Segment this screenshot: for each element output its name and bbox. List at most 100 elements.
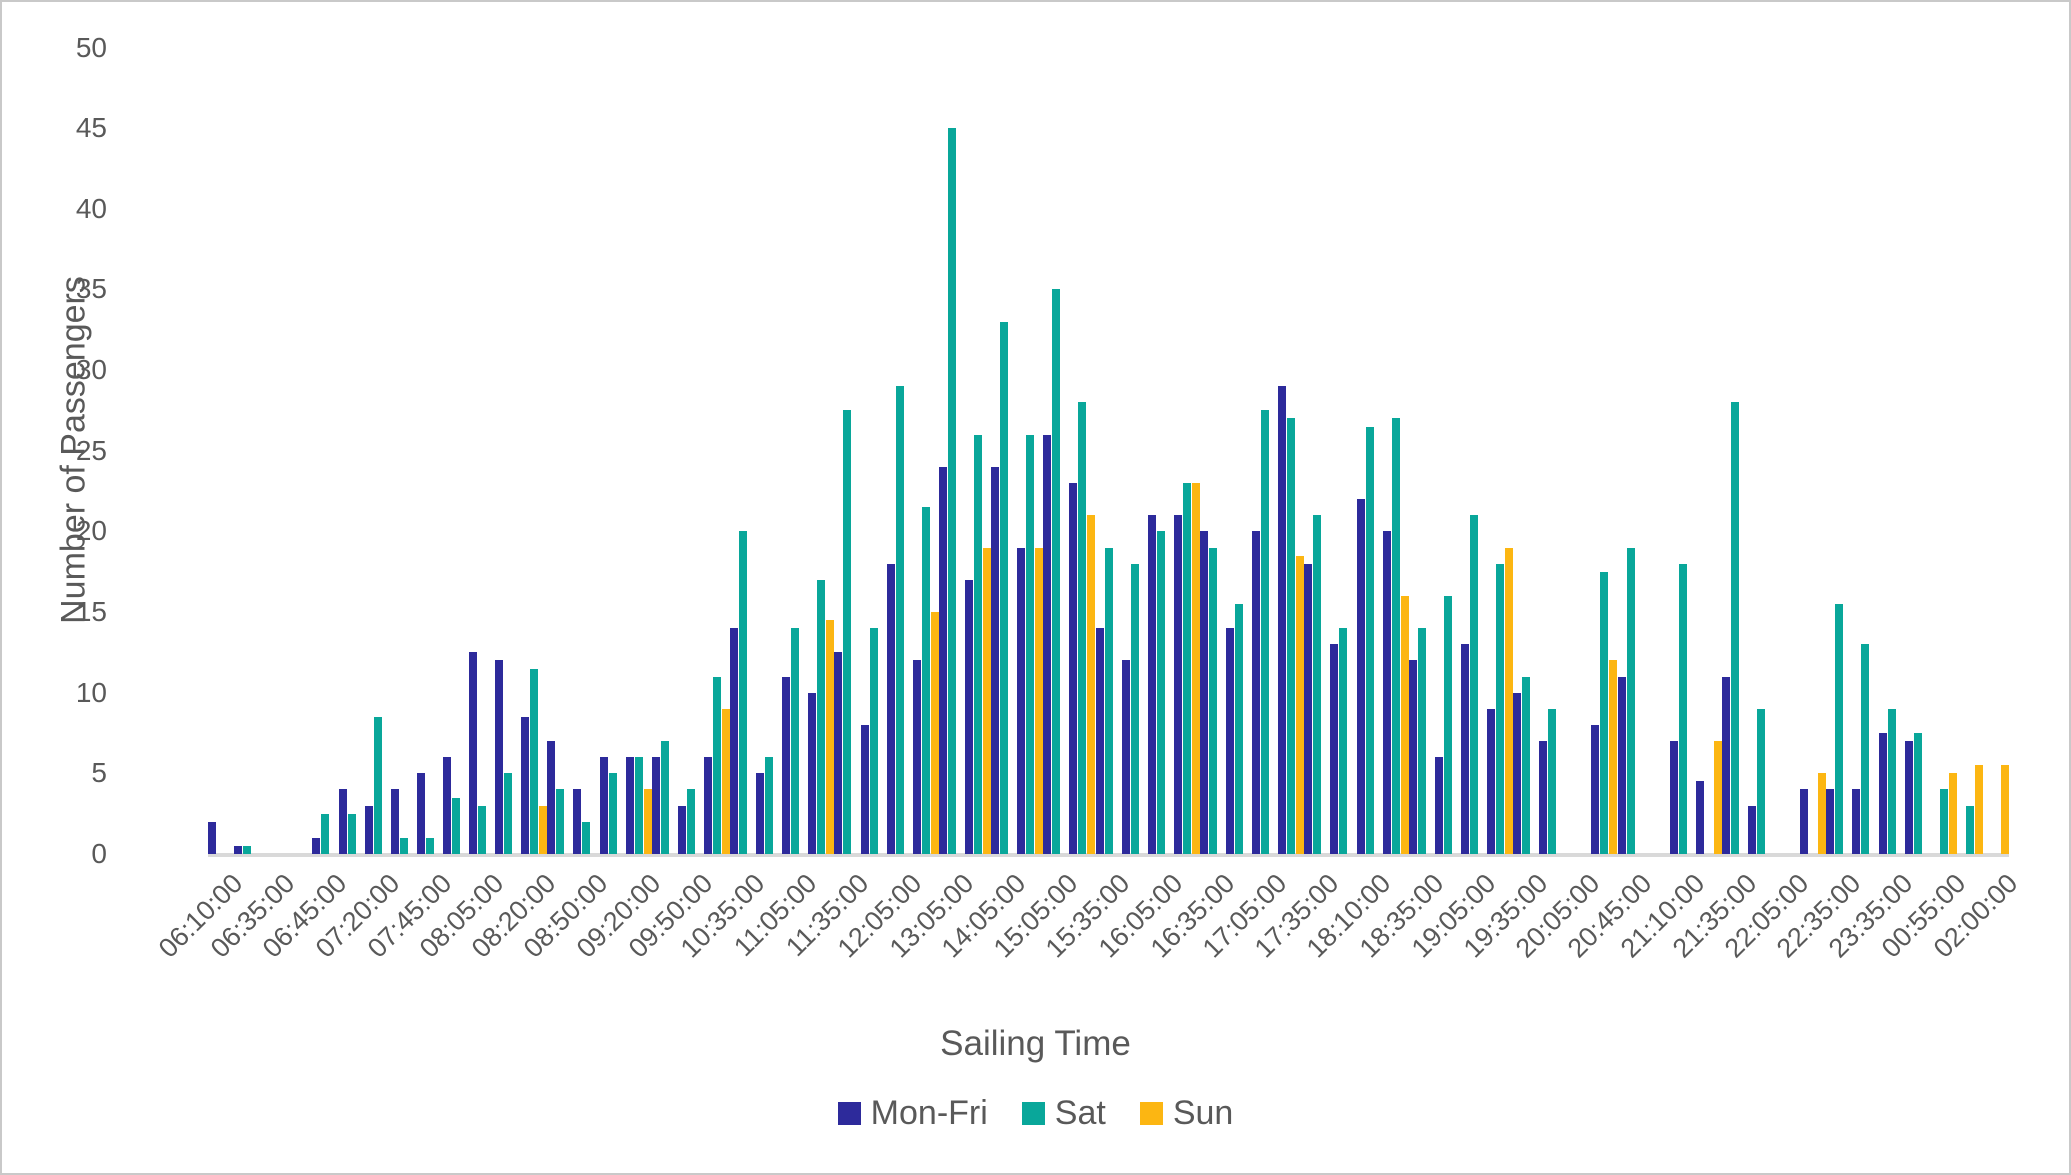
bar-sat [1026, 434, 1035, 854]
bar-mon-fri [495, 660, 504, 854]
y-tick-label: 35 [75, 273, 107, 305]
bar-mon-fri [416, 773, 425, 854]
bar-sat [1496, 563, 1505, 854]
y-tick-label: 0 [91, 838, 107, 869]
bar-mon-fri [573, 789, 582, 854]
bar-mon-fri [1487, 708, 1496, 854]
bar-mon-fri [1826, 789, 1835, 854]
bar-sat [1365, 426, 1374, 854]
bar-sat [1182, 483, 1191, 854]
bar-sat [1861, 644, 1870, 854]
bar-mon-fri [1095, 628, 1104, 854]
y-tick-label: 40 [75, 192, 107, 224]
bar-mon-fri [1617, 676, 1626, 854]
bar-sat [686, 789, 695, 854]
bar-sat [921, 507, 930, 854]
bar-sat [1730, 402, 1739, 854]
y-tick-label: 10 [75, 676, 107, 708]
y-tick-label: 30 [75, 354, 107, 386]
bar-sat [478, 805, 487, 854]
bar-sat [1130, 563, 1139, 854]
bar-sun [539, 805, 548, 854]
bar-sat [321, 813, 330, 854]
bar-mon-fri [1356, 499, 1365, 854]
bar-sat [1965, 805, 1974, 854]
bar-sat [1208, 547, 1217, 854]
bar-sat [843, 410, 852, 854]
bar-sun [1609, 660, 1618, 854]
bar-sun [721, 708, 730, 854]
bar-sat [1078, 402, 1087, 854]
bar-sat [739, 531, 748, 854]
bar-mon-fri [1173, 515, 1182, 854]
bar-sat [504, 773, 513, 854]
y-tick-label: 50 [75, 31, 107, 63]
bar-mon-fri [1043, 434, 1052, 854]
legend-item-mon-fri: Mon-Fri [837, 1096, 988, 1130]
legend: Mon-Fri Sat Sun [2, 1096, 2069, 1130]
bar-sat [895, 386, 904, 854]
bar-mon-fri [1721, 676, 1730, 854]
bar-mon-fri [1513, 692, 1522, 854]
bar-sun [1713, 741, 1722, 854]
bar-sat [973, 434, 982, 854]
bar-mon-fri [442, 757, 451, 854]
bar-mon-fri [964, 579, 973, 854]
bar-sat [817, 579, 826, 854]
bar-mon-fri [1069, 483, 1078, 854]
bar-sat [1548, 708, 1557, 854]
bar-mon-fri [1852, 789, 1861, 854]
bar-mon-fri [730, 628, 739, 854]
bar-mon-fri [1695, 781, 1704, 854]
bar-sun [1974, 765, 1983, 854]
bar-mon-fri [1121, 660, 1130, 854]
bar-sat [1261, 410, 1270, 854]
legend-item-sun: Sun [1139, 1094, 1234, 1132]
bar-sat [530, 668, 539, 854]
bar-mon-fri [782, 676, 791, 854]
bar-mon-fri [886, 563, 895, 854]
bar-mon-fri [991, 466, 1000, 854]
bar-sat [765, 757, 774, 854]
legend-swatch-icon [1139, 1101, 1163, 1125]
bar-sat [1835, 603, 1844, 854]
bar-mon-fri [208, 821, 217, 854]
bar-mon-fri [703, 757, 712, 854]
bar-sat [556, 789, 565, 854]
y-tick-label: 25 [75, 434, 107, 466]
legend-label: Sun [1172, 1094, 1234, 1132]
bar-sun [1087, 515, 1096, 854]
bar-mon-fri [756, 773, 765, 854]
bar-mon-fri [1748, 805, 1757, 854]
bar-sat [1600, 571, 1609, 854]
bar-sat [660, 741, 669, 854]
bar-sat [634, 757, 643, 854]
bar-sat [1469, 515, 1478, 854]
bar-mon-fri [1147, 515, 1156, 854]
bar-mon-fri [1017, 547, 1026, 854]
bar-mon-fri [1434, 757, 1443, 854]
bar-sun [643, 789, 652, 854]
bar-mon-fri [1226, 628, 1234, 854]
bar-mon-fri [469, 652, 478, 854]
bar-sun [930, 612, 939, 854]
bar-sat [1757, 708, 1766, 854]
bar-sat [947, 128, 956, 854]
bar-sat [1443, 595, 1452, 854]
bar-sat [1626, 547, 1635, 854]
bar-mon-fri [1252, 531, 1261, 854]
bar-sun [1948, 773, 1957, 854]
bar-mon-fri [860, 724, 869, 854]
bar-sun [1035, 547, 1044, 854]
bar-sun [1296, 555, 1305, 854]
bar-mon-fri [625, 757, 634, 854]
bar-sat [1313, 515, 1322, 854]
bar-mon-fri [1304, 563, 1313, 854]
bar-mon-fri [521, 716, 530, 854]
bar-sat [1339, 628, 1348, 854]
bar-mon-fri [1591, 724, 1600, 854]
bar-sat [791, 628, 800, 854]
bar-sat [1000, 321, 1009, 854]
